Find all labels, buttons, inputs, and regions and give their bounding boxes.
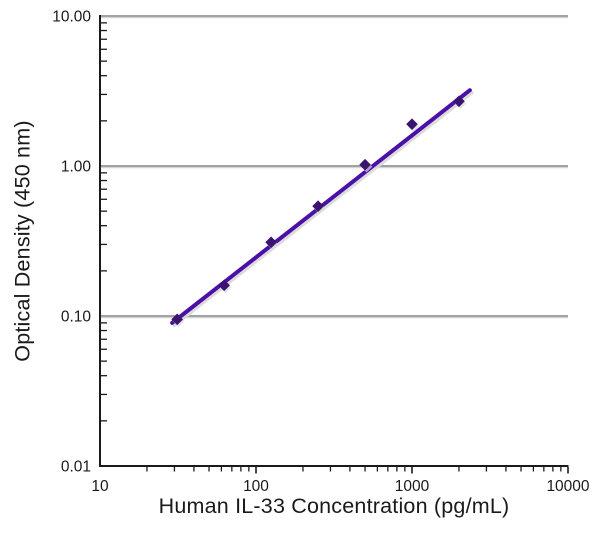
y-tick-label: 1.00 — [61, 159, 92, 176]
data-point-marker — [218, 279, 230, 292]
x-tick-label: 10 — [91, 478, 109, 495]
data-point-marker — [265, 236, 277, 249]
y-axis-title: Optical Density (450 nm) — [10, 120, 35, 362]
y-tick-label: 10.00 — [52, 9, 91, 26]
y-tick-label: 0.10 — [61, 309, 92, 326]
data-point-marker — [406, 118, 418, 130]
y-tick-label: 0.01 — [61, 459, 91, 476]
data-point-marker — [359, 158, 371, 171]
x-tick-label: 100 — [243, 478, 269, 495]
data-point-marker — [312, 200, 324, 212]
x-axis-title: Human IL-33 Concentration (pg/mL) — [158, 494, 510, 518]
data-point-marker — [171, 313, 183, 326]
x-tick-label: 10000 — [546, 478, 589, 495]
x-tick-label: 1000 — [395, 478, 430, 495]
data-point-marker — [453, 95, 465, 108]
